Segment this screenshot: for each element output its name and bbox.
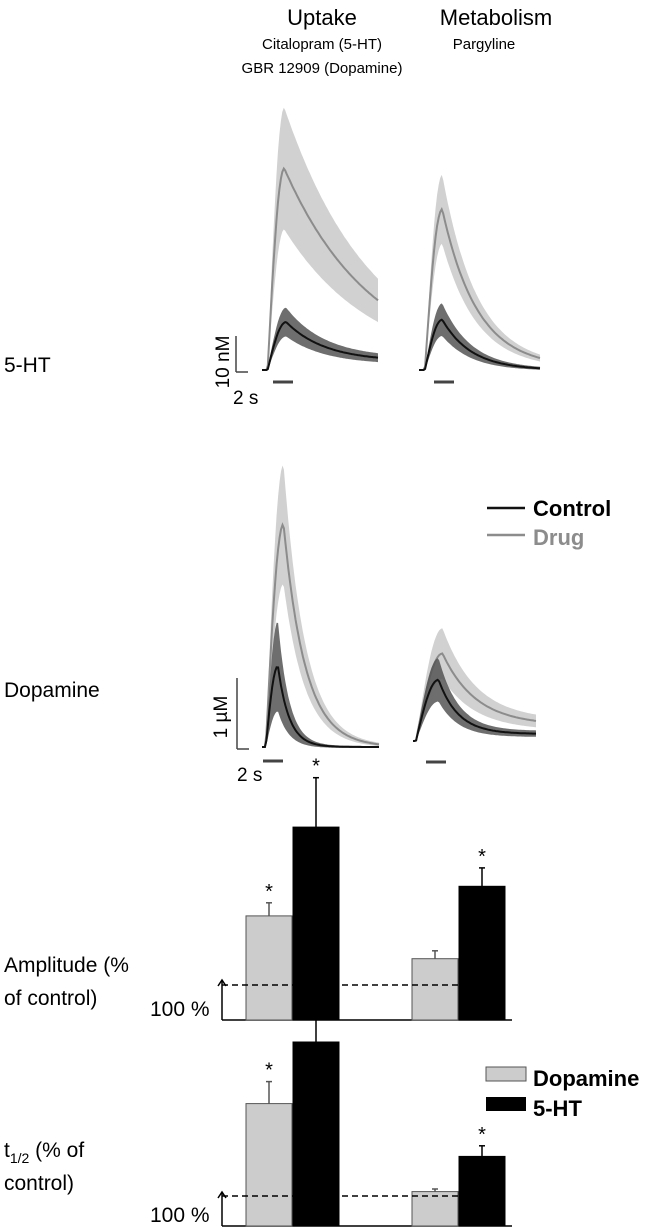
significance-star: * (312, 756, 320, 778)
trace-dopamine-uptake (262, 465, 380, 748)
legend-label-drug: Drug (533, 525, 584, 550)
uptake-drug-5ht: Citalopram (5-HT) (262, 36, 382, 53)
bar-dopamine-metabolism (411, 958, 459, 1021)
baseline-label-amplitude: 100 % (150, 998, 210, 1021)
row-label-amplitude-2: of control) (4, 987, 97, 1010)
scale-label-dopamine-time: 2 s (237, 765, 262, 786)
significance-star: * (312, 976, 320, 998)
bar-dopamine-metabolism (411, 1191, 459, 1227)
trace-dopamine-metabolism (413, 628, 537, 742)
scale-label-5ht-conc: 10 nM (213, 336, 234, 389)
row-label-amplitude-1: Amplitude (% (4, 954, 129, 977)
bar-axis-arrow (217, 978, 227, 987)
significance-star: * (478, 1124, 486, 1146)
scale-label-5ht-time: 2 s (233, 388, 258, 409)
trace-5ht-uptake (262, 107, 379, 372)
bar-5ht-uptake (292, 826, 340, 1021)
trace-line-drug (419, 207, 541, 371)
trace-line-control (262, 321, 379, 371)
trace-band-drug (419, 174, 540, 371)
significance-star: * (265, 1060, 273, 1082)
trace-band-control (419, 303, 540, 371)
uptake-drug-dopamine: GBR 12909 (Dopamine) (242, 60, 403, 77)
trace-band-control (262, 307, 378, 371)
bar-5ht-metabolism (458, 1155, 506, 1227)
legend-swatch-5ht (486, 1097, 526, 1111)
legend-swatch-dopamine (485, 1066, 527, 1082)
thalf-bar-chart: * * * (217, 976, 512, 1227)
trace-line-control (262, 666, 379, 748)
baseline-label-thalf: 100 % (150, 1204, 210, 1227)
bar-5ht-metabolism (458, 885, 506, 1021)
row-label-dopamine: Dopamine (4, 679, 100, 702)
amplitude-bar-chart: * * * (217, 756, 512, 1021)
significance-star: * (478, 846, 486, 868)
metabolism-title: Metabolism (440, 5, 552, 30)
row-label-thalf-1: t1/2 (% of (4, 1139, 84, 1166)
trace-band-control (262, 622, 379, 748)
trace-line-control (419, 318, 541, 371)
bar-dopamine-uptake (245, 1103, 293, 1227)
trace-line-drug (262, 166, 379, 371)
trace-line-control (413, 678, 536, 742)
bar-dopamine-uptake (245, 915, 293, 1021)
trace-band-drug (262, 107, 378, 372)
legend-label-dopamine: Dopamine (533, 1066, 639, 1091)
significance-star: * (265, 881, 273, 903)
metabolism-drug: Pargyline (453, 36, 516, 53)
trace-line-drug (262, 522, 380, 748)
legend-label-5ht: 5-HT (533, 1096, 582, 1121)
row-label-5ht: 5-HT (4, 354, 51, 377)
row-label-thalf-2: control) (4, 1172, 74, 1195)
trace-5ht-metabolism (419, 174, 541, 371)
legend-label-control: Control (533, 496, 611, 521)
bar-5ht-uptake (292, 1041, 340, 1227)
scale-label-dopamine-conc: 1 µM (211, 696, 232, 739)
uptake-title: Uptake (287, 5, 357, 30)
trace-band-control (413, 658, 536, 742)
